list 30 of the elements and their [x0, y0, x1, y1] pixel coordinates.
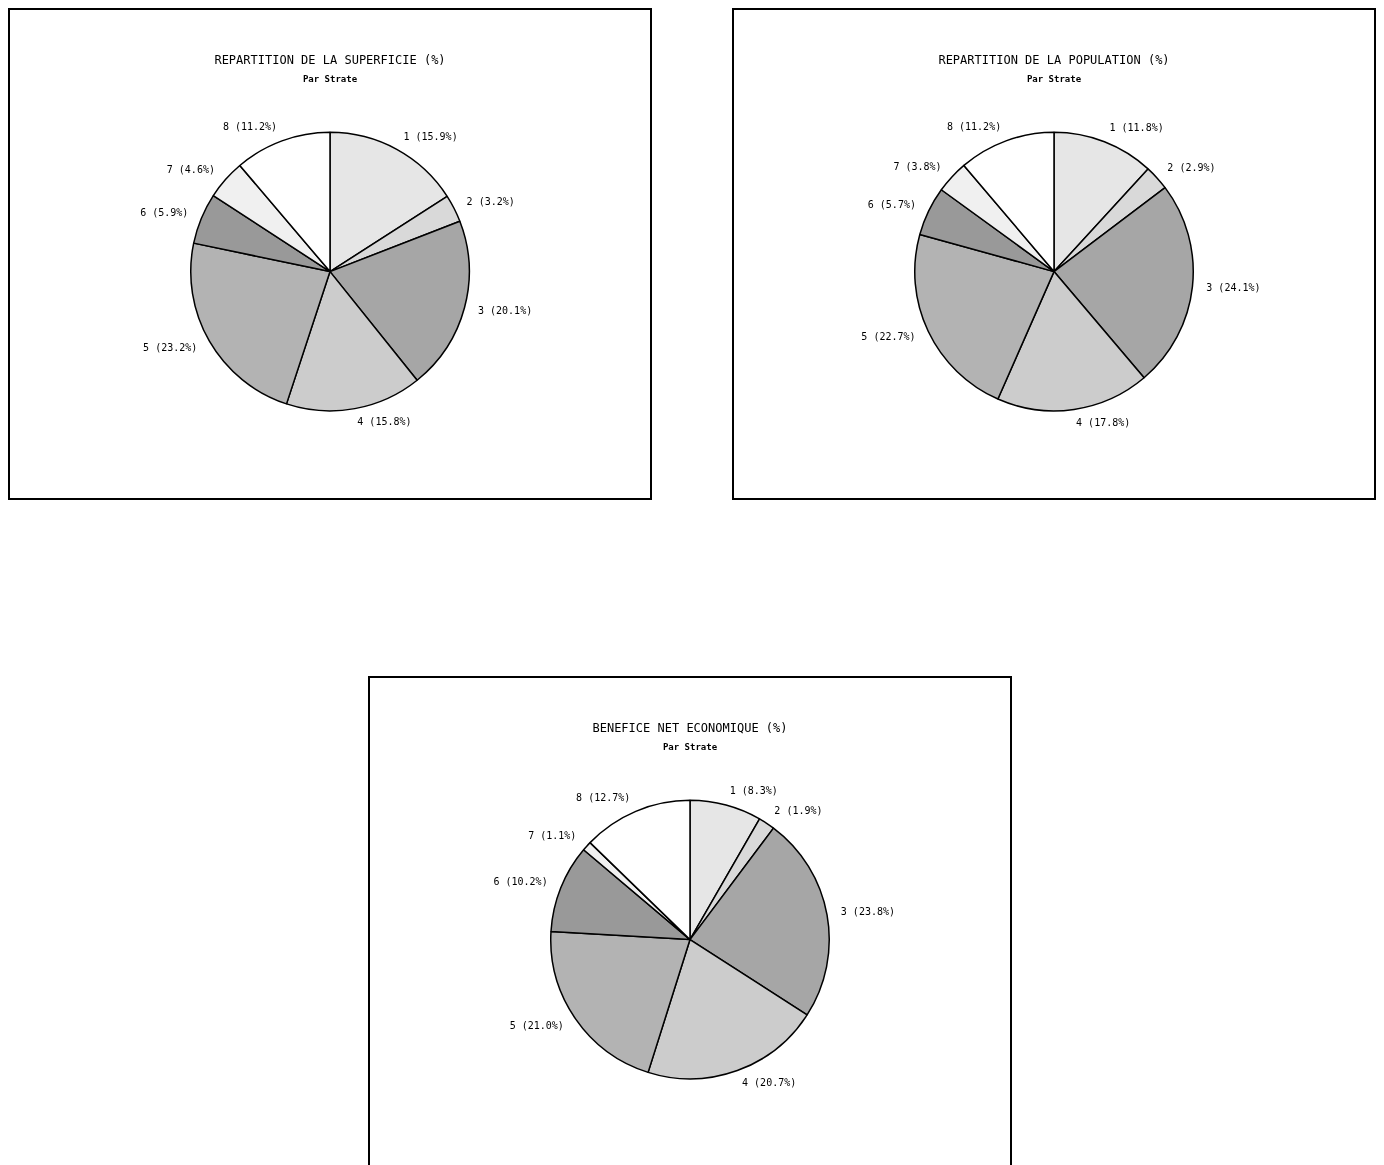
chart-subtitle: Par Strate — [1026, 74, 1082, 85]
slice-label: 5 (22.7%) — [861, 330, 916, 342]
slice-label: 1 (15.9%) — [403, 130, 458, 142]
slice-label: 1 (11.8%) — [1109, 122, 1164, 134]
slice-label: 5 (23.2%) — [143, 341, 198, 353]
slice-label: 5 (21.0%) — [509, 1020, 564, 1032]
slice-label: 3 (23.8%) — [840, 906, 896, 918]
slice-label: 4 (17.8%) — [1076, 416, 1131, 428]
slice-label: 8 (11.2%) — [222, 121, 278, 133]
slice-label: 4 (15.8%) — [357, 415, 412, 427]
slice-label: 6 (5.7%) — [867, 198, 916, 210]
slice-label: 3 (24.1%) — [1206, 282, 1261, 294]
slice-label: 8 (11.2%) — [947, 121, 1002, 133]
slice-label: 2 (2.9%) — [1167, 162, 1216, 174]
chart-subtitle: Par Strate — [662, 742, 718, 753]
slice-label: 2 (3.2%) — [466, 195, 515, 207]
slice-label: 1 (8.3%) — [729, 785, 778, 797]
slice-label: 7 (3.8%) — [893, 160, 942, 172]
slice-label: 7 (1.1%) — [528, 830, 577, 842]
slice-label: 7 (4.6%) — [166, 163, 215, 175]
slice-label: 6 (5.9%) — [140, 206, 189, 218]
slice-label: 6 (10.2%) — [493, 876, 548, 888]
slice-label: 8 (12.7%) — [576, 792, 631, 804]
chart-title: REPARTITION DE LA POPULATION (%) — [938, 53, 1170, 68]
chart-subtitle: Par Strate — [302, 74, 358, 85]
slice-label: 4 (20.7%) — [742, 1077, 797, 1089]
slice-label: 2 (1.9%) — [774, 805, 823, 817]
chart-title: REPARTITION DE LA SUPERFICIE (%) — [214, 53, 446, 68]
chart-title: BENEFICE NET ECONOMIQUE (%) — [592, 721, 788, 736]
slice-label: 3 (20.1%) — [478, 304, 533, 316]
